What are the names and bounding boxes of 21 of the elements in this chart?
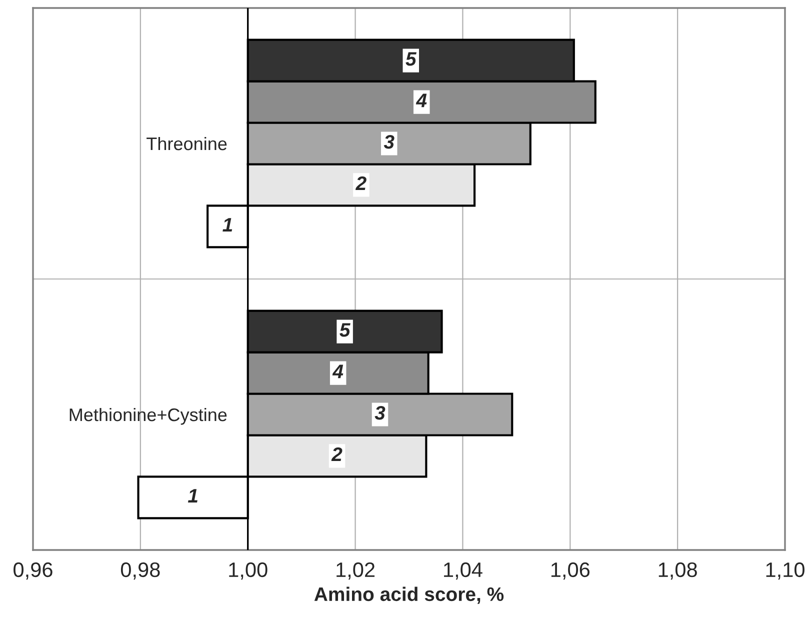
x-tick-label: 0,98 xyxy=(120,562,160,580)
x-tick-label: 1,10 xyxy=(766,562,804,580)
series-label: 5 xyxy=(340,323,350,337)
x-tick-label: 1,06 xyxy=(551,562,590,580)
series-label: 3 xyxy=(384,134,394,149)
series-label: 4 xyxy=(416,94,427,108)
x-tick-label: 1,02 xyxy=(336,562,375,580)
series-label: 1 xyxy=(222,218,232,232)
x-tick-label: 0,96 xyxy=(14,562,52,580)
series-label: 2 xyxy=(355,176,366,190)
y-tick-label: Threonine xyxy=(146,136,227,150)
x-tick-label: 1,08 xyxy=(658,562,697,580)
text: 1 xyxy=(188,489,198,502)
x-tick-label: 1,04 xyxy=(444,562,482,580)
text: 4 xyxy=(332,364,344,378)
text: 2 xyxy=(331,447,342,461)
text: 5 xyxy=(406,52,417,66)
x-axis-title: Amino acid score, % xyxy=(314,586,504,604)
text: 3 xyxy=(374,406,386,420)
x-tick-label: 1,00 xyxy=(229,562,268,580)
y-tick-label: Methionine+Cystine xyxy=(70,408,227,425)
